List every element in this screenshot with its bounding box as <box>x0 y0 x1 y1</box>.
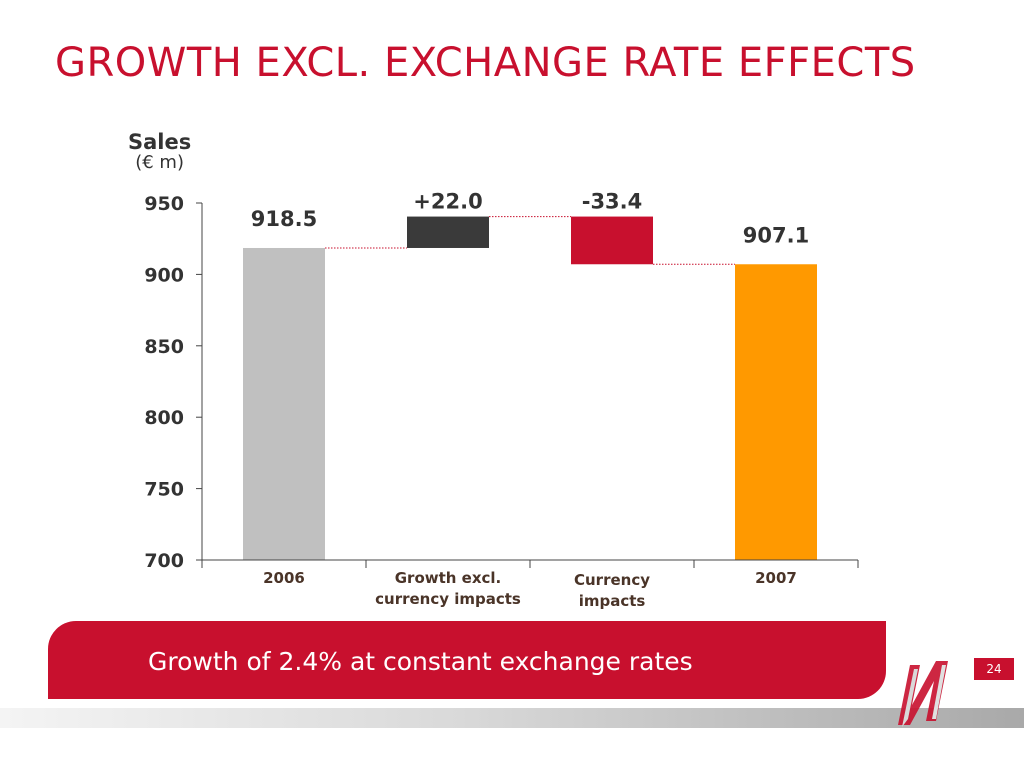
y-tick-label: 800 <box>144 407 184 429</box>
data-label: -33.4 <box>582 190 643 214</box>
x-tick-label: Growth excl. <box>395 569 502 587</box>
x-tick-label: 2007 <box>755 569 797 587</box>
data-label: 918.5 <box>251 207 317 231</box>
x-tick-label: 2006 <box>263 569 305 587</box>
data-label: +22.0 <box>413 190 482 214</box>
bar-4 <box>735 264 817 560</box>
y-tick-label: 700 <box>144 550 184 572</box>
x-tick-label: currency impacts <box>375 590 521 608</box>
page-number-badge: 24 <box>974 658 1014 680</box>
y-tick-label: 900 <box>144 264 184 286</box>
bar-2 <box>407 216 489 248</box>
y-axis-label: Sales <box>128 130 192 154</box>
company-logo-icon <box>898 661 948 727</box>
summary-banner-text: Growth of 2.4% at constant exchange rate… <box>148 647 693 676</box>
footer-stripe <box>0 708 1024 728</box>
waterfall-chart: 918.5 +22.0 -33.4 907.1 700 750 800 850 900 950 20… <box>144 190 859 610</box>
slide-title: GROWTH EXCL. EXCHANGE RATE EFFECTS <box>55 40 916 86</box>
y-tick-label: 950 <box>144 193 184 215</box>
data-label: 907.1 <box>743 223 809 247</box>
bar-3 <box>571 216 653 265</box>
bar-1 <box>243 247 325 560</box>
y-axis-title: Sales (€ m) <box>128 130 191 173</box>
x-tick-label: Currency <box>574 571 650 589</box>
y-tick-label: 850 <box>144 336 184 358</box>
x-tick-label: impacts <box>579 592 646 610</box>
summary-banner <box>48 621 886 699</box>
y-tick-label: 750 <box>144 479 184 501</box>
y-axis-unit: (€ m) <box>135 152 184 173</box>
